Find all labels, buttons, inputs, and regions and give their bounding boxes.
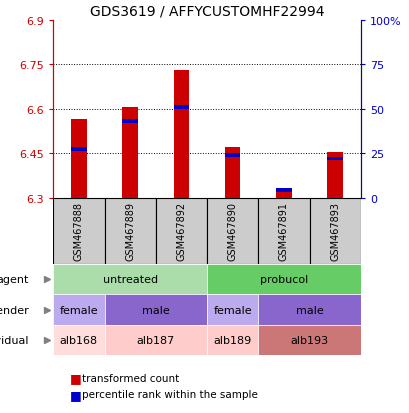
Bar	[207, 264, 360, 294]
Text: gender: gender	[0, 305, 29, 315]
Text: individual: individual	[0, 335, 29, 345]
Bar	[122, 119, 137, 123]
Text: agent: agent	[0, 275, 29, 285]
Bar	[122, 108, 137, 198]
Bar	[225, 148, 240, 198]
Text: GSM467890: GSM467890	[227, 202, 237, 261]
Text: probucol: probucol	[259, 275, 307, 285]
Bar	[207, 198, 258, 264]
Bar	[53, 264, 207, 294]
Text: GSM467891: GSM467891	[278, 202, 288, 261]
Text: female: female	[59, 305, 98, 315]
Bar	[276, 189, 291, 193]
Bar	[53, 198, 104, 264]
Text: alb189: alb189	[213, 335, 251, 345]
Bar	[327, 152, 342, 198]
Text: GSM467892: GSM467892	[176, 202, 186, 261]
Text: alb193: alb193	[290, 335, 328, 345]
Bar	[71, 147, 86, 151]
Text: male: male	[295, 305, 323, 315]
Text: percentile rank within the sample: percentile rank within the sample	[82, 389, 257, 399]
Text: GSM467893: GSM467893	[329, 202, 339, 261]
Bar	[258, 294, 360, 325]
Bar	[327, 157, 342, 161]
Bar	[53, 294, 104, 325]
Text: GSM467889: GSM467889	[125, 202, 135, 261]
Bar	[173, 106, 189, 110]
Bar	[53, 325, 104, 355]
Text: GSM467888: GSM467888	[74, 202, 84, 261]
Text: transformed count: transformed count	[82, 373, 179, 383]
Text: alb168: alb168	[60, 335, 98, 345]
Text: ■: ■	[70, 388, 81, 401]
Bar	[104, 325, 207, 355]
Bar	[173, 71, 189, 198]
Bar	[104, 198, 155, 264]
Bar	[207, 325, 258, 355]
Text: ■: ■	[70, 371, 81, 385]
Text: untreated: untreated	[102, 275, 157, 285]
Bar	[258, 325, 360, 355]
Bar	[309, 198, 360, 264]
Bar	[155, 198, 207, 264]
Text: alb187: alb187	[136, 335, 175, 345]
Bar	[225, 154, 240, 158]
Bar	[71, 120, 86, 198]
Text: female: female	[213, 305, 252, 315]
Text: male: male	[142, 305, 169, 315]
Bar	[104, 294, 207, 325]
Bar	[207, 294, 258, 325]
Bar	[258, 198, 309, 264]
Bar	[276, 191, 291, 198]
Title: GDS3619 / AFFYCUSTOMHF22994: GDS3619 / AFFYCUSTOMHF22994	[90, 4, 324, 18]
